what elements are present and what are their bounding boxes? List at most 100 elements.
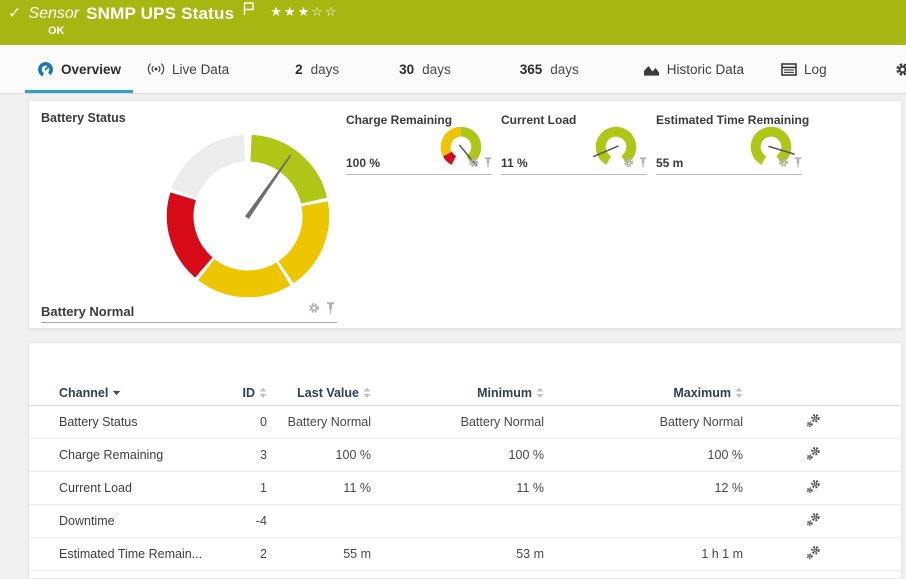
sort-icon <box>536 387 544 398</box>
channel-maximum: 12 % <box>714 481 744 495</box>
overview-gauges-panel: Battery Status Battery Normal <box>28 100 902 329</box>
gauge-needle <box>768 145 795 155</box>
sort-icon <box>259 387 267 398</box>
table-row[interactable]: Battery Status 0 Battery Normal Battery … <box>29 406 901 439</box>
channel-id: 0 <box>260 415 267 429</box>
pin-icon[interactable] <box>484 155 492 173</box>
table-body: Battery Status 0 Battery Normal Battery … <box>29 406 901 571</box>
channel-maximum: Battery Normal <box>659 415 743 429</box>
column-header-maximum[interactable]: Maximum <box>544 386 743 400</box>
battery-status-gauge-block: Battery Status Battery Normal <box>41 111 337 323</box>
tab-overview[interactable]: Overview <box>25 45 134 93</box>
tab-label: days <box>310 61 340 77</box>
column-header-last-value[interactable]: Last Value <box>267 386 371 400</box>
channel-last-value: 55 m <box>343 547 371 561</box>
tab-number: 2 <box>295 61 303 77</box>
pin-icon[interactable] <box>326 301 335 319</box>
channel-name: Estimated Time Remain... <box>59 547 203 561</box>
gauge-title: Current Load <box>501 113 577 127</box>
gauge-status-label: Battery Normal <box>41 304 135 319</box>
tab-2-days[interactable]: 2 days <box>283 45 351 93</box>
charge-remaining-gauge-block: Charge Remaining 100 % <box>346 113 492 175</box>
column-header-id[interactable]: ID <box>237 386 267 400</box>
column-header-minimum[interactable]: Minimum <box>371 386 544 400</box>
tab-label: Overview <box>61 61 122 77</box>
tab-number: 365 <box>519 61 543 77</box>
channel-settings-gears-icon[interactable] <box>806 479 821 497</box>
broadcast-icon <box>147 62 165 76</box>
channel-id: 1 <box>260 481 267 495</box>
status-badge: OK <box>48 25 65 37</box>
tab-historic-data[interactable]: Historic Data <box>631 45 756 93</box>
gauge-settings-gear-icon[interactable] <box>468 155 479 173</box>
table-header-row: Channel ID Last Value Minimum <box>29 381 901 406</box>
channel-name: Current Load <box>59 481 132 495</box>
tab-30-days[interactable]: 30 days <box>387 45 463 93</box>
sort-icon <box>363 387 371 398</box>
channel-last-value: 11 % <box>343 481 371 495</box>
channel-maximum: 100 % <box>707 448 743 462</box>
estimated-time-gauge <box>750 126 795 168</box>
object-kind-label: Sensor <box>28 5 80 22</box>
gauge-icon <box>37 61 54 78</box>
tab-label: Live Data <box>172 61 230 77</box>
gauge-settings-gear-icon[interactable] <box>308 301 320 319</box>
estimated-time-gauge-block: Estimated Time Remaining 55 m <box>656 113 809 175</box>
channels-table-panel: Channel ID Last Value Minimum <box>28 342 902 579</box>
channel-settings-gears-icon[interactable] <box>806 446 821 464</box>
channel-maximum: 1 h 1 m <box>701 547 743 561</box>
channel-minimum: 11 % <box>516 481 544 495</box>
table-row[interactable]: Charge Remaining 3 100 % 100 % 100 % <box>29 439 901 472</box>
tab-number: 30 <box>399 61 415 77</box>
pin-icon[interactable] <box>794 155 802 173</box>
channel-id: 3 <box>260 448 267 462</box>
gauge-title: Charge Remaining <box>346 113 453 127</box>
gauge-segment-red <box>166 134 330 298</box>
gauge-settings-gear-icon[interactable] <box>778 155 789 173</box>
ok-check-icon: ✓ <box>8 5 22 22</box>
priority-stars[interactable]: ★★★☆☆ <box>270 4 339 19</box>
channel-id: 2 <box>260 547 267 561</box>
gauge-value: 100 % <box>346 156 381 170</box>
channel-last-value: Battery Normal <box>287 415 371 429</box>
gauge-segment-green <box>166 134 330 298</box>
column-header-channel[interactable]: Channel <box>29 386 237 400</box>
table-row[interactable]: Current Load 1 11 % 11 % 12 % <box>29 472 901 505</box>
channel-minimum: 100 % <box>508 448 544 462</box>
tab-settings[interactable]: Settings <box>883 45 906 93</box>
gear-icon <box>895 62 906 77</box>
gauge-segment-yellow <box>166 134 330 298</box>
pin-icon[interactable] <box>639 155 647 173</box>
gauge-needle <box>592 145 619 158</box>
tab-label: days <box>422 61 451 77</box>
channel-name: Charge Remaining <box>59 448 164 462</box>
gauge-value: 55 m <box>656 156 684 170</box>
tab-bar: Overview Live Data 2 days 30 days 365 da… <box>0 45 906 94</box>
tab-log[interactable]: Log <box>769 45 839 93</box>
channel-settings-gears-icon[interactable] <box>806 545 821 563</box>
priority-flag-icon[interactable] <box>243 1 255 21</box>
channel-settings-gears-icon[interactable] <box>806 512 821 530</box>
current-load-gauge <box>592 126 637 168</box>
battery-status-gauge <box>166 134 330 298</box>
current-load-gauge-block: Current Load 11 % <box>501 113 647 175</box>
channels-table: Channel ID Last Value Minimum <box>29 381 901 571</box>
gauge-needle <box>458 144 478 167</box>
table-row[interactable]: Estimated Time Remain... 2 55 m 53 m 1 h… <box>29 538 901 571</box>
channel-id: -4 <box>255 514 267 528</box>
channel-name: Battery Status <box>59 415 138 429</box>
channel-settings-gears-icon[interactable] <box>806 413 821 431</box>
table-row[interactable]: Downtime -4 <box>29 505 901 538</box>
sort-icon <box>735 387 743 398</box>
tab-label: Historic Data <box>666 61 745 77</box>
channel-name: Downtime <box>59 514 115 528</box>
area-chart-icon <box>643 62 660 77</box>
gauge-needle <box>245 154 292 219</box>
gauge-settings-gear-icon[interactable] <box>623 155 634 173</box>
log-list-icon <box>781 62 797 76</box>
tab-365-days[interactable]: 365 days <box>508 45 591 93</box>
gauge-value: 11 % <box>501 156 528 170</box>
tab-label: days <box>550 61 579 77</box>
tab-label: Log <box>804 61 827 77</box>
tab-live-data[interactable]: Live Data <box>135 45 241 93</box>
